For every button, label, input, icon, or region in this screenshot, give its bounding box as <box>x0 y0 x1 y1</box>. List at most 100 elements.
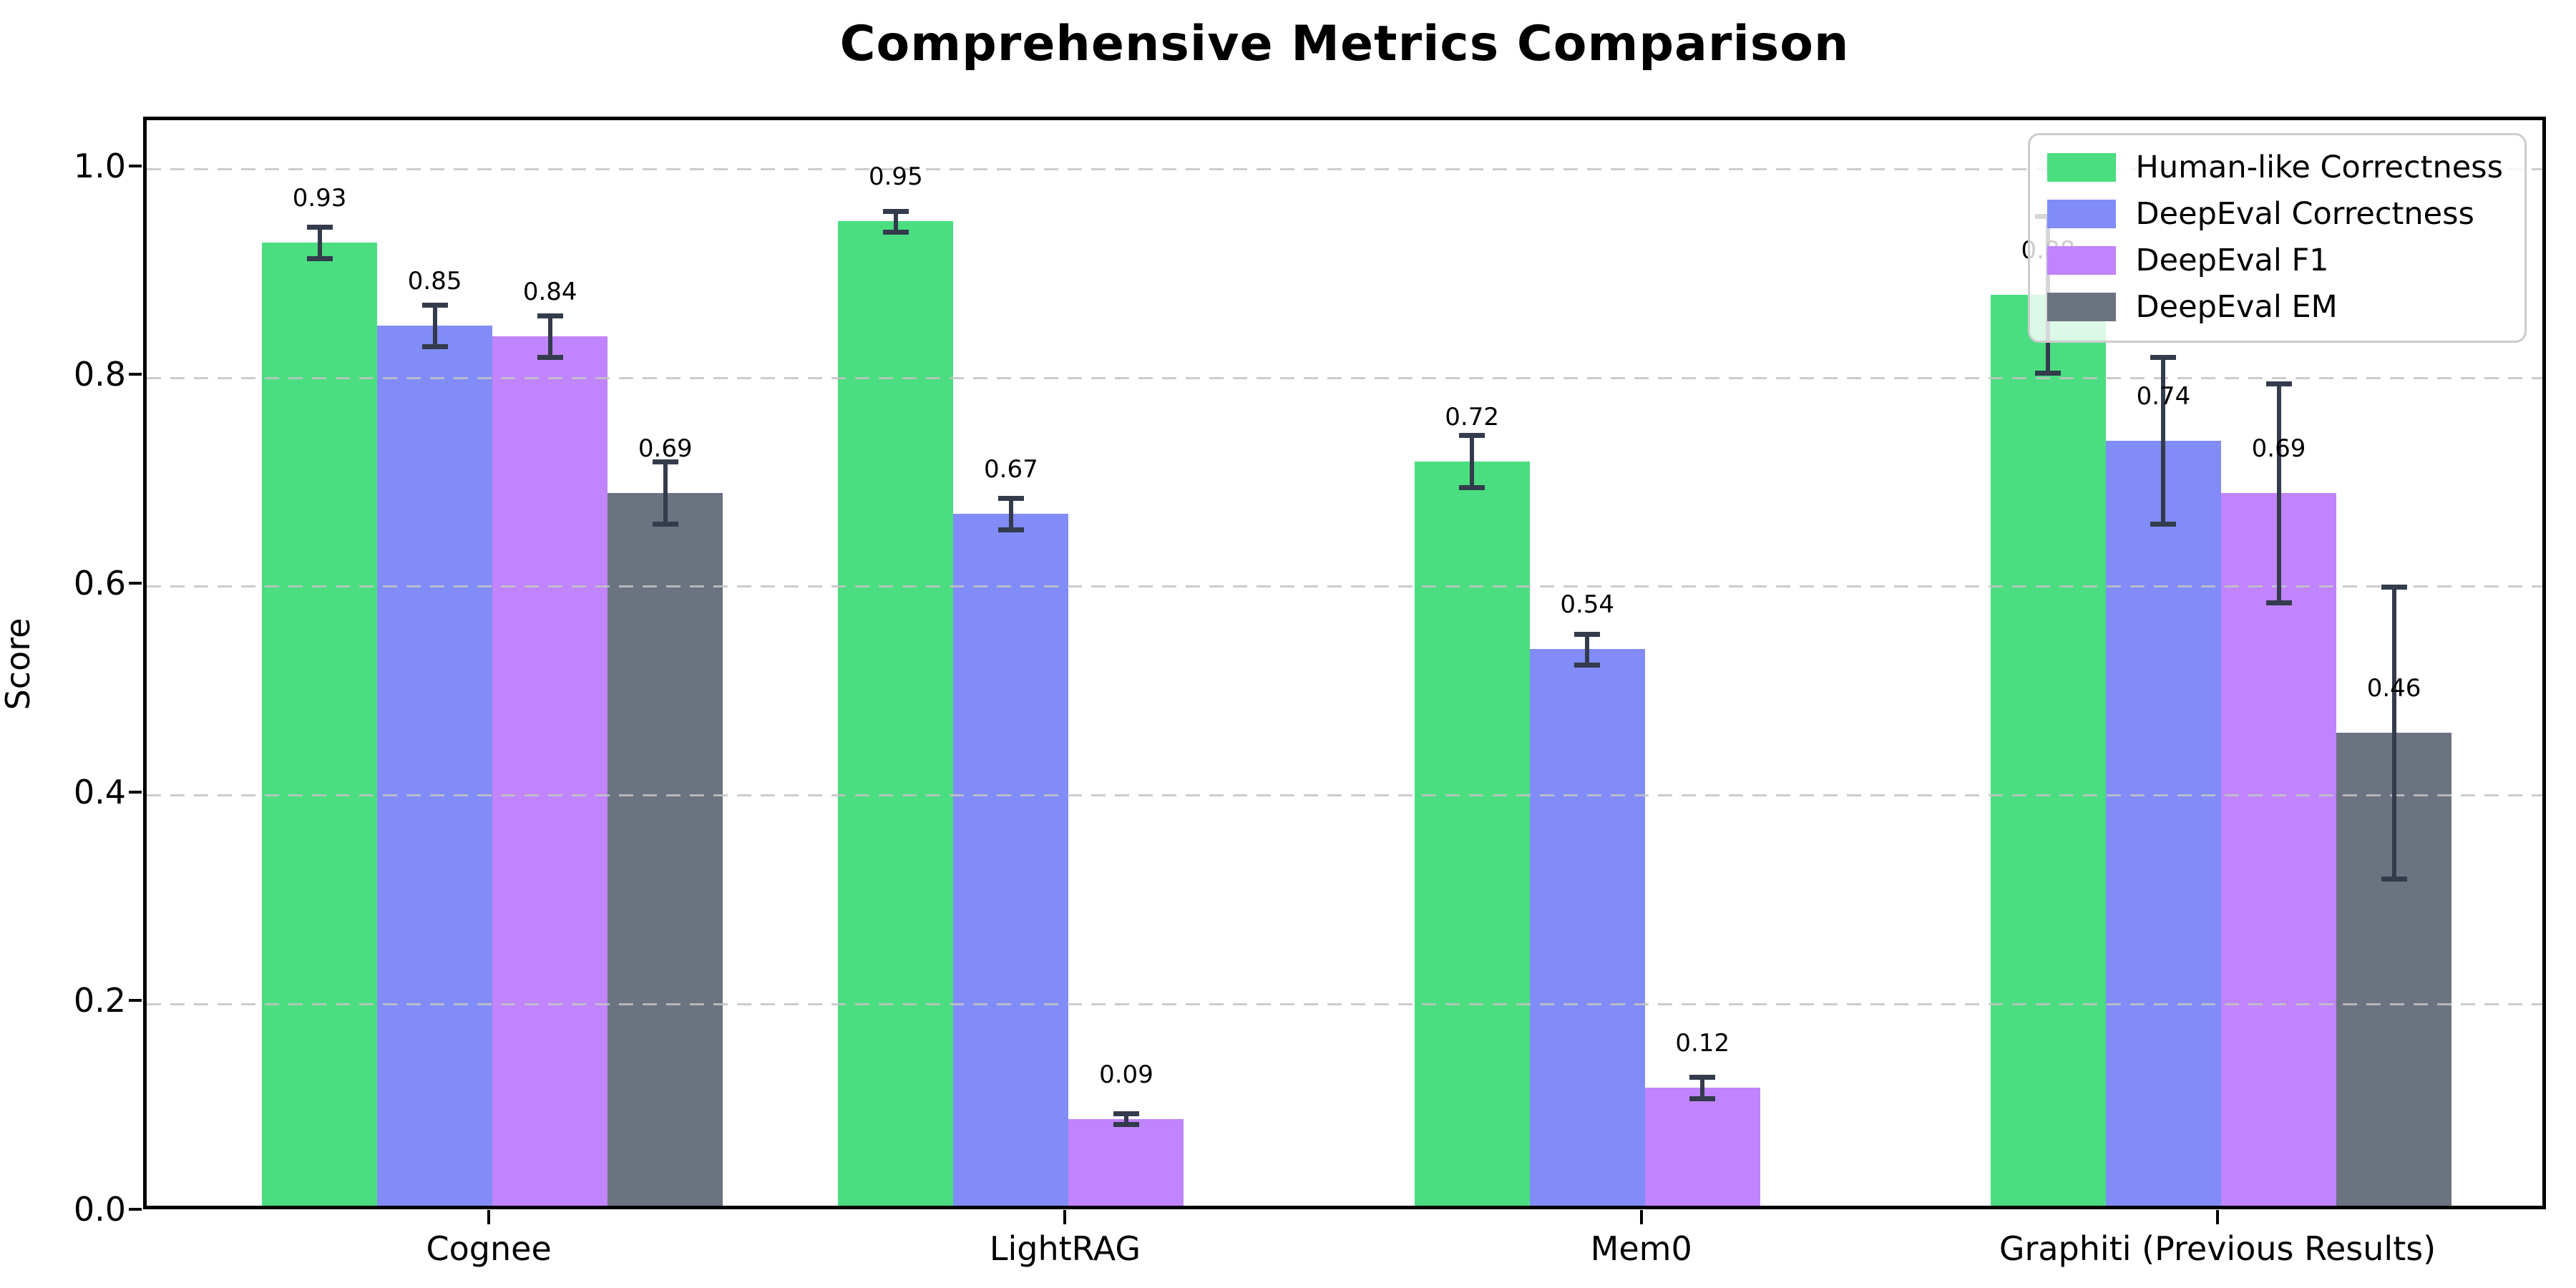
y-tick-mark <box>129 999 142 1002</box>
bar-cognee-2 <box>377 326 493 1206</box>
legend-item-1: Human-like Correctness <box>2046 150 2503 185</box>
error-bar-cap <box>1574 631 1601 637</box>
x-tick-mark <box>1639 1210 1643 1224</box>
error-bar <box>1470 435 1475 488</box>
error-bar <box>1585 633 1590 665</box>
error-bar <box>2391 586 2396 879</box>
bar-value-label: 0.12 <box>1675 1028 1730 1058</box>
chart-title: Comprehensive Metrics Comparison <box>839 16 1850 72</box>
bar-value-label: 0.54 <box>1560 590 1615 620</box>
error-bar-cap <box>1113 1122 1139 1128</box>
legend-item-3: DeepEval F1 <box>2046 243 2503 278</box>
error-bar-cap <box>2381 877 2407 882</box>
bar-mem0-1 <box>1414 461 1530 1206</box>
bar-value-label: 0.09 <box>1099 1060 1153 1089</box>
bar-graphiti-3 <box>2220 492 2337 1206</box>
bar-cognee-1 <box>262 242 378 1206</box>
y-tick-label: 0.6 <box>73 563 126 602</box>
bar-value-label: 0.74 <box>2136 381 2191 411</box>
error-bar-cap <box>882 230 909 235</box>
y-tick-mark <box>129 581 142 585</box>
bar-mem0-3 <box>1644 1087 1760 1206</box>
error-bar-cap <box>652 459 678 464</box>
error-bar-cap <box>1805 1206 1830 1209</box>
gridline-1 <box>147 168 2542 171</box>
legend-item-4: DeepEval EM <box>2046 289 2503 325</box>
error-bar <box>2161 357 2166 525</box>
error-bar-cap <box>882 208 909 214</box>
bar-lightrag-3 <box>1068 1118 1184 1206</box>
error-bar-cap <box>306 224 333 230</box>
legend-swatch <box>2046 246 2116 275</box>
error-bar <box>317 226 322 258</box>
error-bar <box>547 315 552 358</box>
error-bar-cap <box>2035 370 2062 376</box>
x-tick-mark <box>2215 1210 2219 1224</box>
bar-value-label: 0.84 <box>522 277 577 306</box>
error-bar-cap <box>1459 433 1485 439</box>
error-bar-cap <box>1229 1206 1254 1209</box>
x-tick-mark <box>1063 1210 1067 1224</box>
error-bar-cap <box>997 495 1024 501</box>
legend-label: Human-like Correctness <box>2135 150 2503 185</box>
error-bar-cap <box>537 355 563 361</box>
x-tick-mark <box>487 1210 491 1224</box>
plot-area: 0.93 0.85 0.84 0.69 0.95 0.67 0.09 0.72 0.54 0.12… <box>143 117 2546 1209</box>
error-bar <box>2276 383 2281 602</box>
error-bar-cap <box>537 313 563 318</box>
error-bar-cap <box>2150 522 2177 527</box>
bar-graphiti-1 <box>1990 294 2106 1206</box>
error-bar-cap <box>2381 584 2407 590</box>
bar-value-label: 0.69 <box>2251 434 2306 463</box>
legend-swatch <box>2046 153 2116 182</box>
legend: Human-like Correctness DeepEval Correctne… <box>2027 133 2527 343</box>
bar-value-label: 0.95 <box>868 162 923 192</box>
y-tick-label: 0.2 <box>73 981 126 1020</box>
error-bar-cap <box>1459 485 1485 491</box>
y-tick-mark <box>129 790 142 794</box>
y-tick-label: 0.8 <box>73 355 126 394</box>
bar-graphiti-2 <box>2105 440 2221 1206</box>
y-tick-label: 1.0 <box>73 146 126 185</box>
y-tick-mark <box>129 1208 142 1211</box>
y-tick-label: 0.4 <box>73 772 126 811</box>
error-bar-cap <box>652 522 678 527</box>
gridline-0.4 <box>147 794 2542 797</box>
x-tick-label-4: Graphiti (Previous Results) <box>1999 1229 2436 1268</box>
bar-value-label: 0.85 <box>407 267 462 296</box>
error-bar <box>663 461 668 525</box>
gridline-0.8 <box>147 376 2542 379</box>
x-tick-label-2: LightRAG <box>989 1229 1141 1268</box>
x-tick-label-1: Cognee <box>426 1229 552 1268</box>
bar-value-label: 0.67 <box>984 454 1038 484</box>
error-bar <box>1008 497 1013 530</box>
y-tick-mark <box>129 164 142 167</box>
error-bar <box>1700 1077 1705 1098</box>
error-bar-cap <box>1574 663 1601 668</box>
error-bar-cap <box>2150 355 2177 361</box>
error-bar-cap <box>421 303 448 308</box>
error-bar <box>893 210 898 233</box>
bar-lightrag-2 <box>953 513 1069 1206</box>
bar-value-label: 0.69 <box>638 434 693 463</box>
bar-lightrag-1 <box>838 221 954 1206</box>
bar-value-label: 0.93 <box>292 183 347 213</box>
error-bar-cap <box>421 344 448 350</box>
bar-value-label: 0.72 <box>1445 402 1499 431</box>
error-bar-cap <box>1113 1111 1139 1117</box>
bar-mem0-2 <box>1529 649 1645 1206</box>
bar-value-label: 0.46 <box>2366 674 2421 703</box>
error-bar-cap <box>997 527 1024 532</box>
gridline-0.2 <box>147 1002 2542 1005</box>
bar-cognee-4 <box>608 492 723 1206</box>
error-bar-cap <box>2265 600 2292 605</box>
error-bar <box>432 305 437 347</box>
legend-label: DeepEval EM <box>2135 289 2338 325</box>
gridline-0.6 <box>147 585 2542 588</box>
bar-cognee-3 <box>492 336 608 1206</box>
error-bar-cap <box>2265 381 2292 386</box>
y-tick-label: 0.0 <box>73 1190 126 1229</box>
legend-item-2: DeepEval Correctness <box>2046 196 2503 232</box>
legend-swatch <box>2046 293 2116 321</box>
